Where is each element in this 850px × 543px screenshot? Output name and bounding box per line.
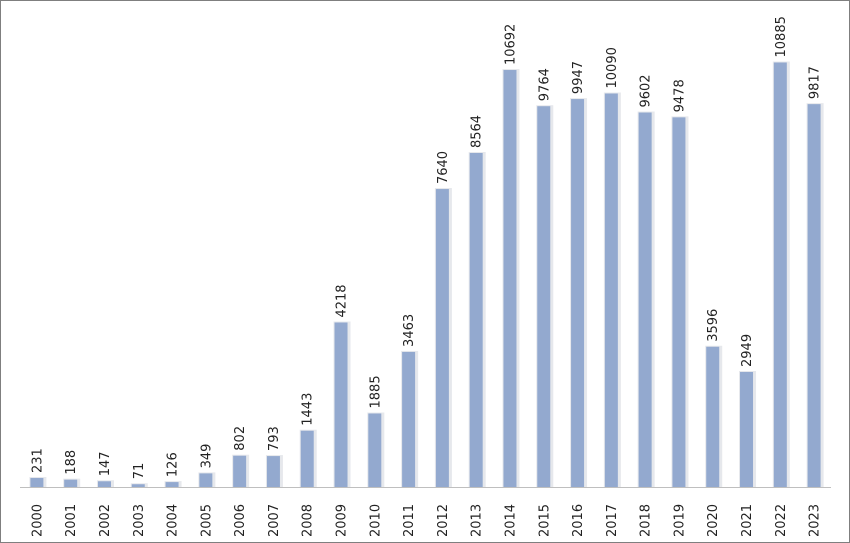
data-label-2000: 231 <box>30 448 45 473</box>
bar-2008 <box>300 430 314 487</box>
bar-2002 <box>97 481 111 487</box>
x-tick-label-2008: 2008 <box>301 504 316 537</box>
x-tick-label-2003: 2003 <box>132 504 147 537</box>
bar-2010 <box>368 413 382 487</box>
data-label-2006: 802 <box>233 426 248 451</box>
data-label-2005: 349 <box>199 444 214 469</box>
x-tick-label-2016: 2016 <box>571 504 586 537</box>
data-label-2020: 3596 <box>706 309 721 342</box>
bar-2016 <box>571 99 585 487</box>
x-tick-label-2010: 2010 <box>368 504 383 537</box>
x-tick-label-2011: 2011 <box>402 504 417 537</box>
x-tick-label-2017: 2017 <box>605 504 620 537</box>
data-label-2017: 10090 <box>605 47 620 88</box>
data-label-2004: 126 <box>166 452 181 477</box>
data-labels-layer: 231 188 147 71 126 349 802 793 1443 4218 1885 3463 7… <box>30 16 822 479</box>
bar-2011 <box>402 351 416 487</box>
x-tick-label-2014: 2014 <box>503 504 518 537</box>
x-tick-label-2006: 2006 <box>233 504 248 537</box>
x-tick-label-2012: 2012 <box>436 504 451 537</box>
data-label-2015: 9764 <box>537 68 552 101</box>
bar-2023 <box>807 104 821 488</box>
bar-2021 <box>740 371 754 487</box>
x-tick-label-2021: 2021 <box>740 504 755 537</box>
x-tick-label-2022: 2022 <box>774 504 789 537</box>
bars-layer <box>29 61 824 488</box>
bar-2017 <box>604 93 618 488</box>
data-label-2016: 9947 <box>571 61 586 94</box>
x-tick-label-2020: 2020 <box>706 504 721 537</box>
bar-2012 <box>435 189 449 488</box>
data-label-2014: 10692 <box>503 24 518 65</box>
bar-2004 <box>165 482 179 487</box>
data-label-2013: 8564 <box>470 115 485 148</box>
bar-2006 <box>233 455 247 487</box>
bar-2019 <box>672 117 686 487</box>
bar-2020 <box>706 346 720 487</box>
bar-2007 <box>266 456 280 487</box>
x-tick-label-2001: 2001 <box>64 504 79 537</box>
data-label-2001: 188 <box>64 450 79 475</box>
x-tick-label-2019: 2019 <box>672 504 687 537</box>
bar-2005 <box>199 473 213 487</box>
x-tick-label-2004: 2004 <box>166 504 181 537</box>
data-label-2018: 9602 <box>639 74 654 107</box>
bar-2000 <box>30 477 44 487</box>
x-tick-label-2023: 2023 <box>808 504 823 537</box>
data-label-2023: 9817 <box>808 66 823 99</box>
data-label-2002: 147 <box>98 451 113 476</box>
x-tick-label-2005: 2005 <box>199 504 214 537</box>
data-label-2003: 71 <box>132 463 147 480</box>
x-tick-label-2015: 2015 <box>537 504 552 537</box>
bar-2001 <box>64 479 78 487</box>
data-label-2011: 3463 <box>402 314 417 347</box>
bar-2018 <box>638 112 652 487</box>
bar-2003 <box>131 484 145 487</box>
data-label-2007: 793 <box>267 426 282 451</box>
bar-2014 <box>503 70 517 488</box>
x-tick-label-2013: 2013 <box>470 504 485 537</box>
data-label-2012: 7640 <box>436 151 451 184</box>
x-tick-label-2018: 2018 <box>639 504 654 537</box>
bar-2015 <box>537 106 551 487</box>
bar-2009 <box>334 322 348 487</box>
data-label-2010: 1885 <box>368 375 383 408</box>
data-label-2021: 2949 <box>740 334 755 367</box>
bar-2022 <box>773 62 787 488</box>
data-label-2019: 9478 <box>672 79 687 112</box>
x-tick-label-2009: 2009 <box>335 504 350 537</box>
data-label-2008: 1443 <box>301 393 316 426</box>
data-label-2022: 10885 <box>774 16 789 57</box>
bar-2013 <box>469 153 483 487</box>
x-tick-labels-layer: 2000 2001 2002 2003 2004 2005 2006 2007 2008 2009… <box>30 504 822 537</box>
data-label-2009: 4218 <box>335 284 350 317</box>
x-tick-label-2007: 2007 <box>267 504 282 537</box>
x-tick-label-2000: 2000 <box>30 504 45 537</box>
x-tick-label-2002: 2002 <box>98 504 113 537</box>
